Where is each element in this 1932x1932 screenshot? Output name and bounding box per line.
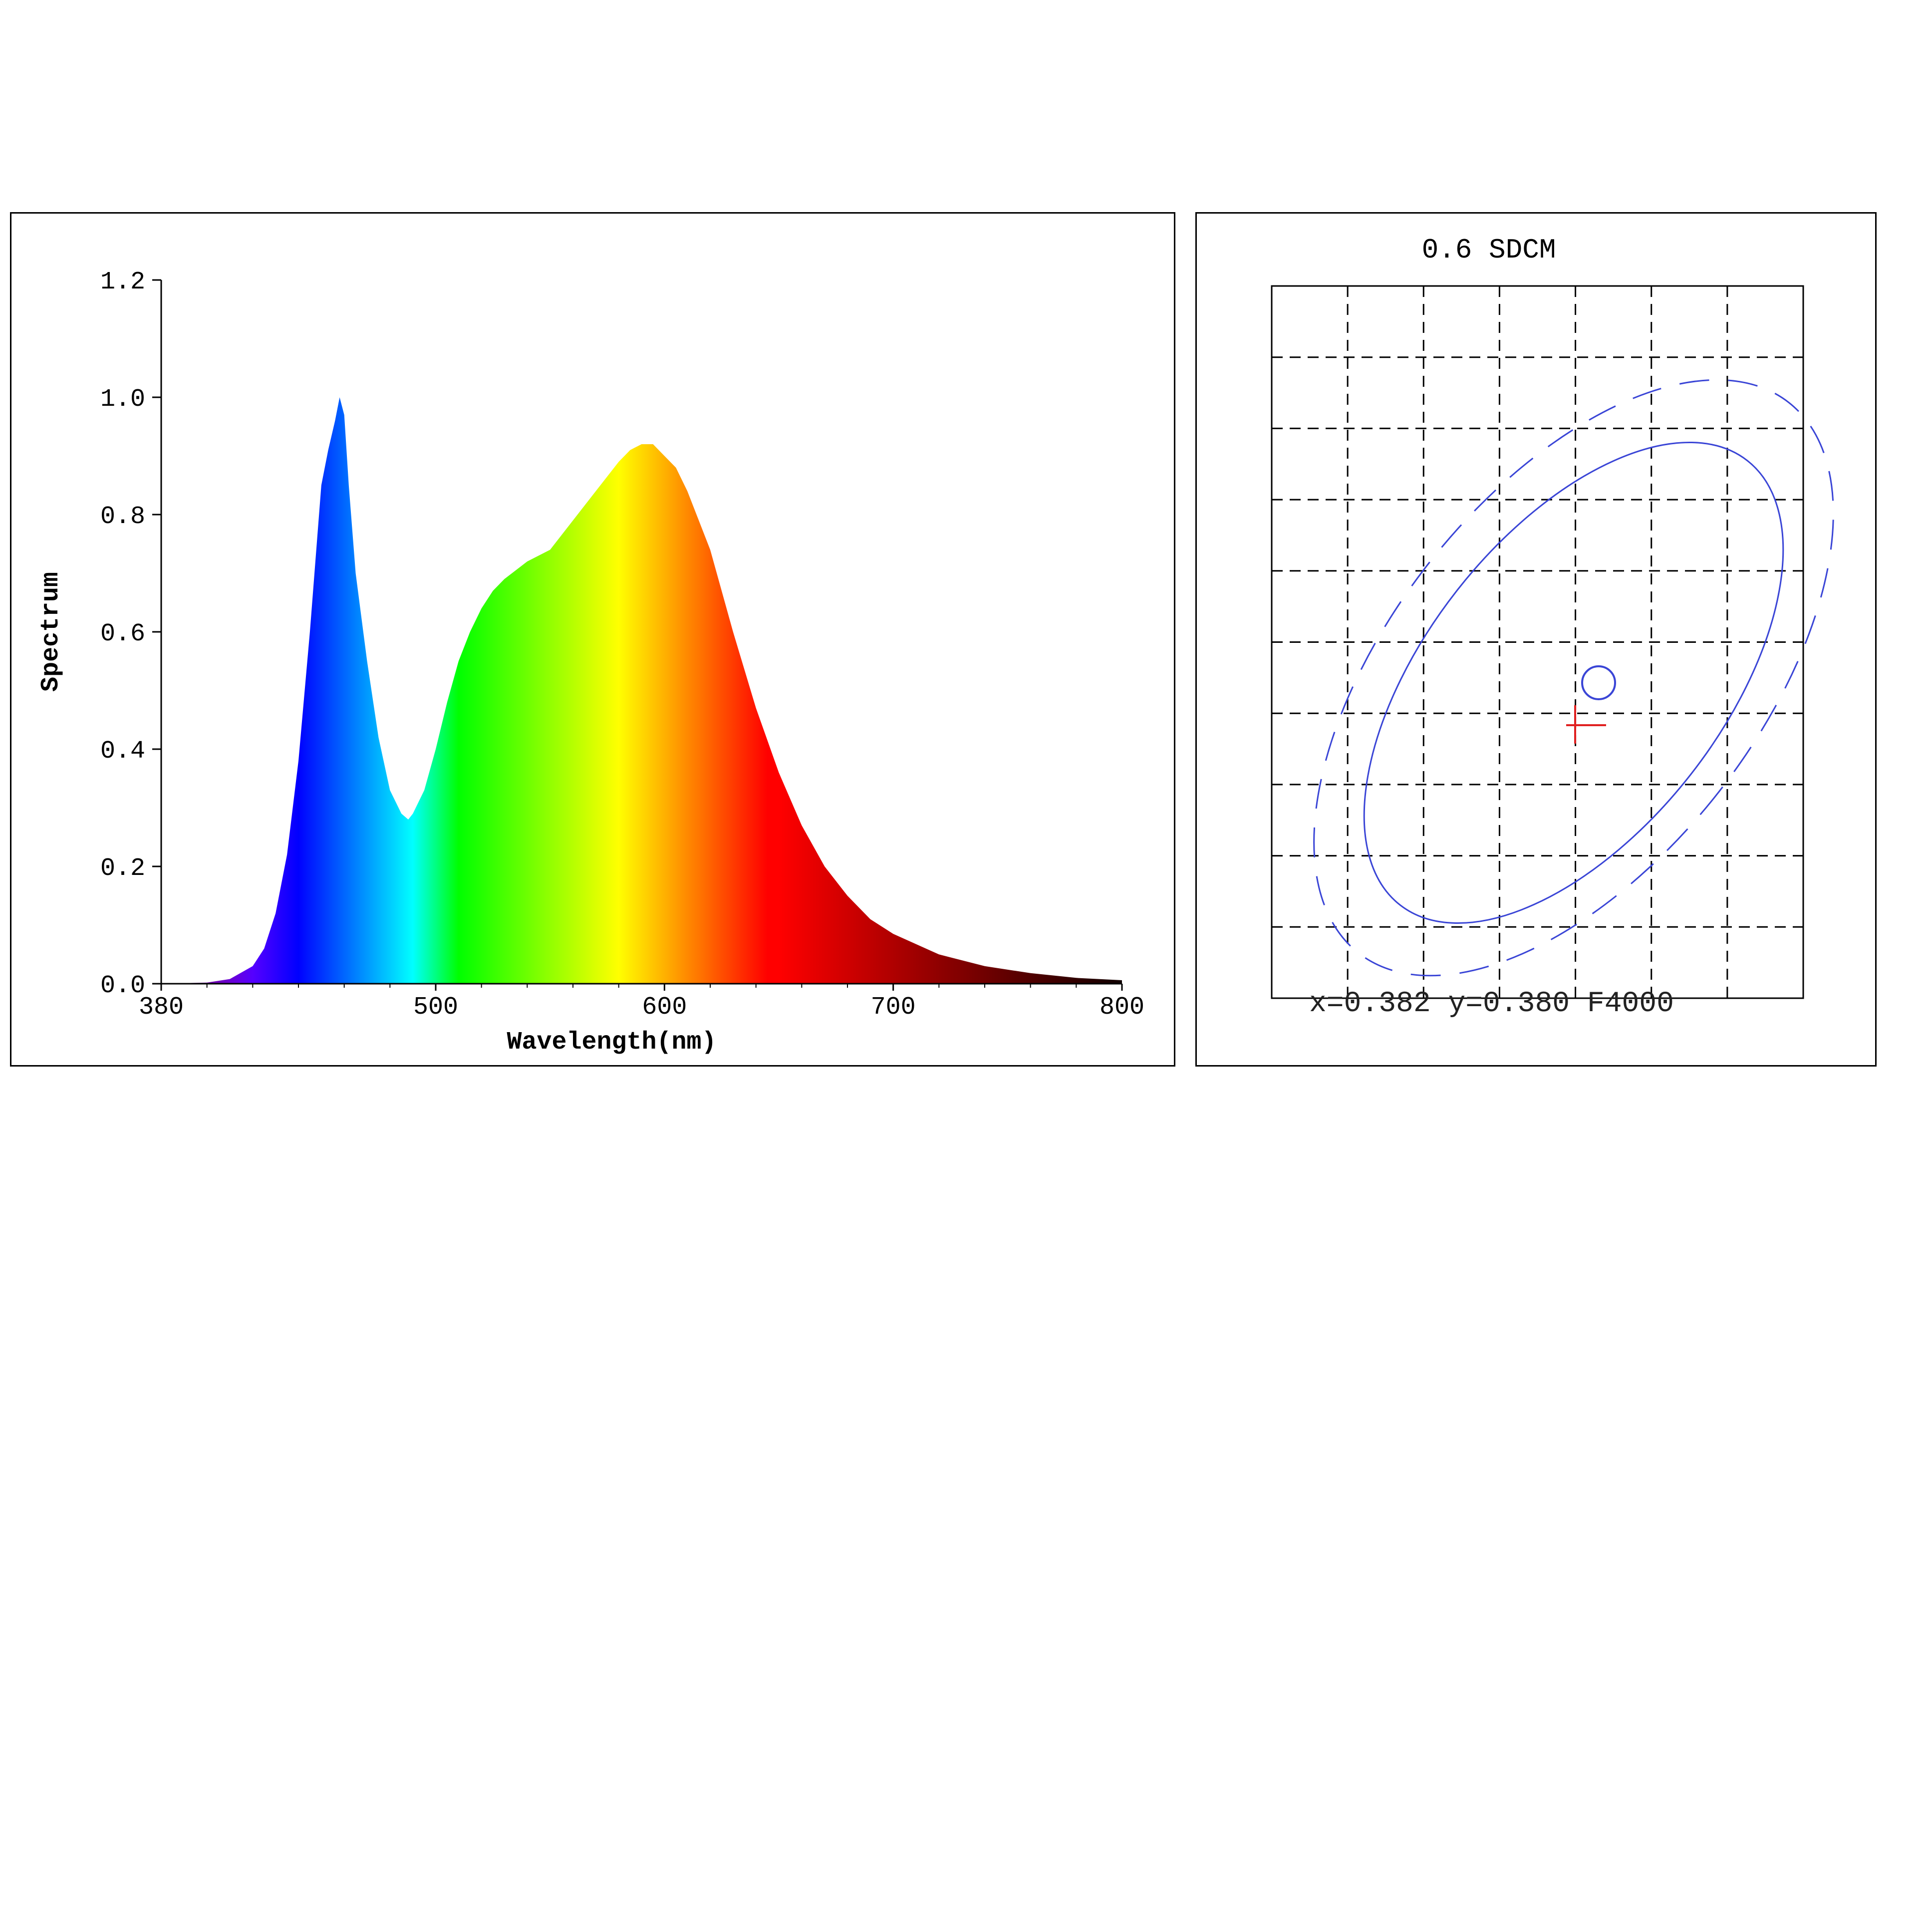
x-tick-label: 500: [413, 993, 458, 1022]
y-tick-label: 0.2: [100, 854, 145, 883]
sdcm-chart-panel: 0.6 SDCM x=0.382 y=0.380 F4000: [1195, 212, 1877, 1067]
sdcm-outer-ellipse: [1313, 379, 1834, 977]
y-tick-label: 1.2: [100, 268, 145, 296]
spectrum-area: [161, 397, 1122, 984]
x-tick-label: 600: [642, 993, 687, 1022]
x-tick-label: 380: [139, 993, 184, 1022]
sdcm-inner-ellipse: [1363, 441, 1784, 924]
y-tick-label: 0.8: [100, 503, 145, 531]
sdcm-coordinates-label: x=0.382 y=0.380 F4000: [1309, 988, 1674, 1020]
y-axis-label: Spectrum: [37, 572, 65, 692]
x-tick-label: 700: [871, 993, 916, 1022]
x-axis-label: Wavelength(nm): [507, 1028, 716, 1057]
y-tick-label: 0.0: [100, 972, 145, 1000]
measured-point-circle: [1581, 665, 1616, 700]
y-tick-label: 0.6: [100, 620, 145, 648]
x-tick-label: 800: [1100, 993, 1144, 1022]
sdcm-chart: 0.6 SDCM x=0.382 y=0.380 F4000: [1271, 234, 1834, 1020]
y-tick-label: 1.0: [100, 385, 145, 414]
reference-cross-marker: [1566, 705, 1606, 744]
spectrum-chart: 0.0 0.2 0.4 0.6 0.8 1.0 1.2 380 500 600 700 800 Wave…: [37, 268, 1144, 1057]
y-tick-label: 0.4: [100, 737, 145, 766]
spectrum-chart-panel: 0.0 0.2 0.4 0.6 0.8 1.0 1.2 380 500 600 700 800 Wave…: [10, 212, 1175, 1067]
sdcm-title: 0.6 SDCM: [1422, 234, 1556, 266]
sdcm-grid: [1272, 286, 1803, 998]
